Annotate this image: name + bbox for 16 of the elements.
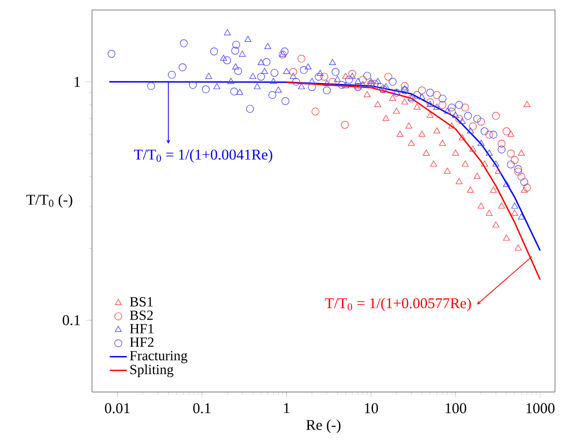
x-tick-label: 1000 [526,403,554,414]
legend-label: Spliting [130,364,174,378]
legend-label: BS2 [130,310,153,320]
annotation: T/T$_{0}$ = 1/(1+0.00577Re) [325,298,471,312]
x-tick-label: 0.1 [193,403,210,414]
legend-label: Fracturing [130,350,188,364]
x-tick-label: 100 [446,403,466,414]
x-tick-label: 1 [284,403,290,414]
legend-label: HF1 [130,324,154,334]
x-tick-label: 10 [364,403,378,414]
annotation: T/T$_{0}$ = 1/(1+0.0041Re) [134,149,272,163]
x-tick-label: 0.01 [104,403,130,414]
x-axis-title: Re (-) [306,420,340,434]
y-axis-title: T/T$_{0}$ (-) [26,194,72,208]
legend-label: BS1 [130,297,153,307]
legend-label: HF2 [130,338,154,347]
